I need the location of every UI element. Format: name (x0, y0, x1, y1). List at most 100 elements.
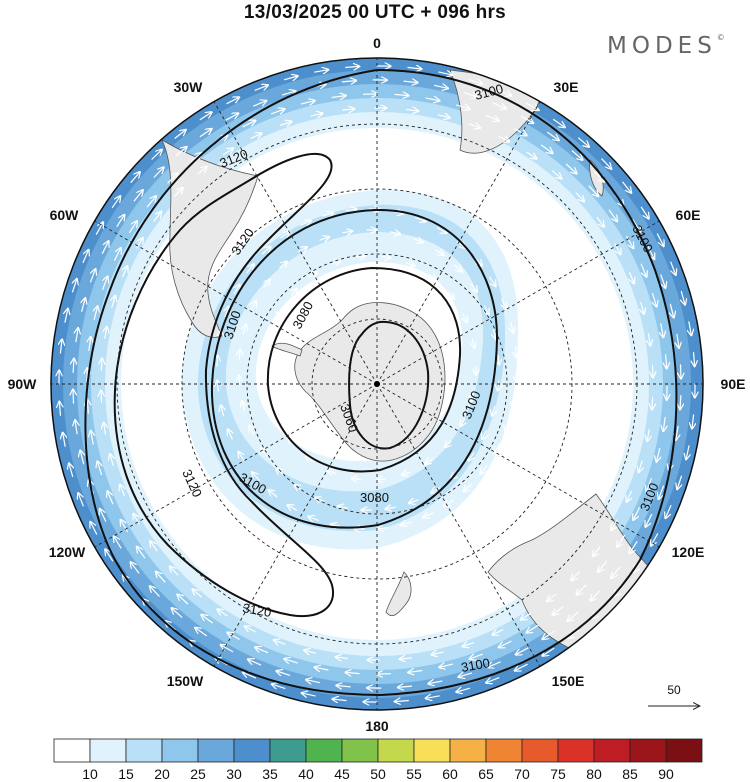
wind-arrow (250, 426, 254, 435)
colorbar-label: 15 (118, 766, 134, 782)
wind-arrow (568, 629, 580, 639)
wind-arrow (225, 307, 229, 318)
wind-arrow (136, 238, 143, 249)
wind-arrow (514, 127, 526, 136)
wind-arrow (302, 693, 316, 696)
wind-arrow (381, 257, 390, 258)
wind-arrow (345, 66, 359, 67)
wind-arrow (315, 498, 325, 502)
wind-arrow (445, 440, 451, 448)
wind-arrow (656, 233, 663, 247)
wind-arrow (114, 536, 122, 549)
wind-arrow (423, 513, 434, 518)
wind-arrow (543, 630, 555, 639)
wind-arrow (150, 586, 160, 597)
wind-arrow (432, 652, 444, 655)
wind-arrow (167, 173, 178, 184)
colorbar-swatch (665, 738, 703, 763)
wind-arrow (611, 566, 621, 578)
wind-arrow (632, 219, 640, 232)
wind-arrow (60, 340, 62, 354)
wind-arrow (647, 246, 654, 259)
lon-label-150e: 150E (552, 673, 585, 689)
wind-arrow (464, 483, 473, 491)
wind-arrow (593, 546, 601, 557)
wind-arrow (306, 456, 314, 461)
lon-label-60e: 60E (676, 207, 701, 223)
wind-arrow (471, 283, 477, 292)
wind-arrow (80, 451, 83, 465)
wind-arrow (112, 296, 116, 308)
wind-arrow (270, 109, 284, 114)
wind-arrow (108, 491, 114, 505)
wind-arrow (401, 522, 412, 525)
colorbar-swatch (269, 738, 307, 763)
wind-arrow (306, 680, 321, 683)
colorbar-label: 45 (334, 766, 350, 782)
wind-arrow (433, 85, 448, 88)
wind-arrow (681, 290, 685, 304)
wind-arrow (692, 414, 694, 429)
wind-arrow (94, 306, 97, 321)
colorbar-label: 70 (514, 766, 530, 782)
wind-arrow (485, 114, 499, 121)
wind-arrow (463, 643, 475, 647)
wind-arrow (342, 231, 352, 233)
wind-arrow (146, 196, 156, 208)
wind-arrow (497, 89, 511, 96)
wind-arrow (498, 354, 499, 365)
logo-text: MODES (607, 33, 717, 59)
wind-arrow (596, 216, 604, 227)
wind-arrow (614, 243, 621, 255)
wind-arrow (568, 611, 579, 621)
wind-arrow (526, 102, 538, 110)
wind-arrow (657, 447, 660, 462)
wind-arrow (111, 196, 120, 209)
meridian-line (376, 220, 660, 385)
wind-arrow (471, 392, 473, 402)
wind-arrow (652, 292, 656, 306)
wind-arrow (156, 572, 166, 583)
wind-arrow (352, 478, 361, 479)
wind-arrow (468, 124, 480, 128)
wind-arrow (322, 213, 334, 216)
wind-arrow (218, 609, 228, 617)
colorbar-swatch (449, 738, 487, 763)
lon-label-90e: 90E (721, 376, 746, 392)
wind-arrow (457, 688, 471, 692)
lon-label-30w: 30W (174, 79, 204, 95)
wind-arrow (468, 79, 482, 83)
wind-arrow (461, 417, 465, 426)
wind-arrow (193, 589, 203, 598)
wind-arrow (100, 509, 107, 522)
wind-arrow (355, 256, 365, 257)
colorbar-label: 25 (190, 766, 206, 782)
map-title: 13/03/2025 00 UTC + 096 hrs (243, 2, 507, 23)
wind-arrow (486, 677, 500, 683)
logo-copyright-mark: © (716, 33, 725, 43)
wind-arrow (565, 163, 576, 173)
contour-3120 (113, 152, 335, 618)
colorbar-swatch (197, 738, 235, 763)
wind-arrow (268, 335, 270, 344)
wind-arrow (547, 593, 557, 602)
wind-arrow (463, 93, 477, 97)
contour-3060 (348, 320, 430, 450)
antarctic-peninsula (271, 342, 303, 357)
wind-arrow (677, 333, 679, 348)
wind-arrow (601, 158, 612, 169)
wind-arrow (314, 70, 328, 73)
wind-arrow (281, 91, 295, 95)
wind-arrow (75, 420, 77, 435)
wind-arrow (627, 490, 632, 502)
contour-label: 3100 (460, 655, 491, 675)
wind-arrow (331, 525, 342, 527)
wind-arrow (377, 479, 387, 480)
wind-arrow (239, 376, 240, 386)
meridian-line (213, 383, 378, 667)
colorbar-swatch (377, 738, 415, 763)
latitude-circle (116, 123, 638, 645)
wind-arrow (274, 640, 286, 644)
wind-arrow (342, 81, 356, 82)
wind-arrow (629, 271, 634, 283)
